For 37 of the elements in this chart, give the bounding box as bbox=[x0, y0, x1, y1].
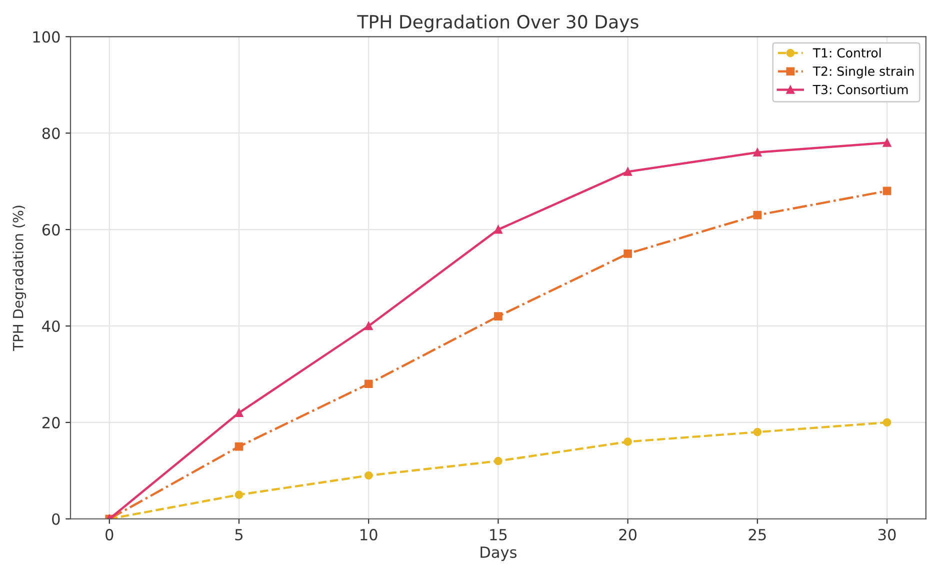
point bbox=[753, 428, 762, 436]
y-axis-title: TPH Degradation (%) bbox=[12, 206, 26, 351]
point bbox=[364, 322, 373, 330]
chart-title: TPH Degradation Over 30 Days bbox=[357, 14, 638, 32]
x-axis-title: Days bbox=[480, 546, 517, 561]
point bbox=[364, 471, 373, 480]
x-tick-label: 30 bbox=[878, 528, 896, 540]
point bbox=[494, 225, 502, 234]
point bbox=[624, 249, 632, 258]
point bbox=[753, 210, 762, 220]
y-tick-label: 20 bbox=[42, 416, 60, 428]
x-tick-label: 10 bbox=[360, 528, 378, 540]
point bbox=[753, 148, 762, 157]
point bbox=[624, 438, 632, 446]
point bbox=[364, 380, 373, 388]
point bbox=[494, 456, 502, 466]
x-tick-label: 25 bbox=[748, 528, 766, 540]
legend-label: T3: Consortium bbox=[812, 84, 908, 94]
x-tick-label: 5 bbox=[235, 529, 243, 540]
legend-label: T1: Control bbox=[812, 48, 881, 58]
point bbox=[882, 186, 892, 196]
y-tick-label: 80 bbox=[42, 128, 60, 140]
legend-label: T2: Single strain bbox=[812, 66, 914, 78]
point bbox=[494, 312, 502, 321]
x-tick-label: 0 bbox=[106, 528, 114, 540]
point bbox=[234, 442, 244, 451]
x-tick-label: 20 bbox=[619, 528, 637, 540]
y-tick-label: 60 bbox=[42, 224, 60, 236]
y-tick-label: 100 bbox=[33, 31, 60, 43]
point bbox=[882, 418, 892, 427]
point bbox=[882, 138, 892, 147]
y-tick-label: 0 bbox=[52, 513, 60, 525]
point bbox=[624, 168, 632, 176]
y-tick-label: 40 bbox=[42, 320, 60, 332]
x-tick-label: 15 bbox=[490, 529, 507, 540]
point bbox=[234, 490, 244, 499]
point bbox=[234, 408, 244, 417]
